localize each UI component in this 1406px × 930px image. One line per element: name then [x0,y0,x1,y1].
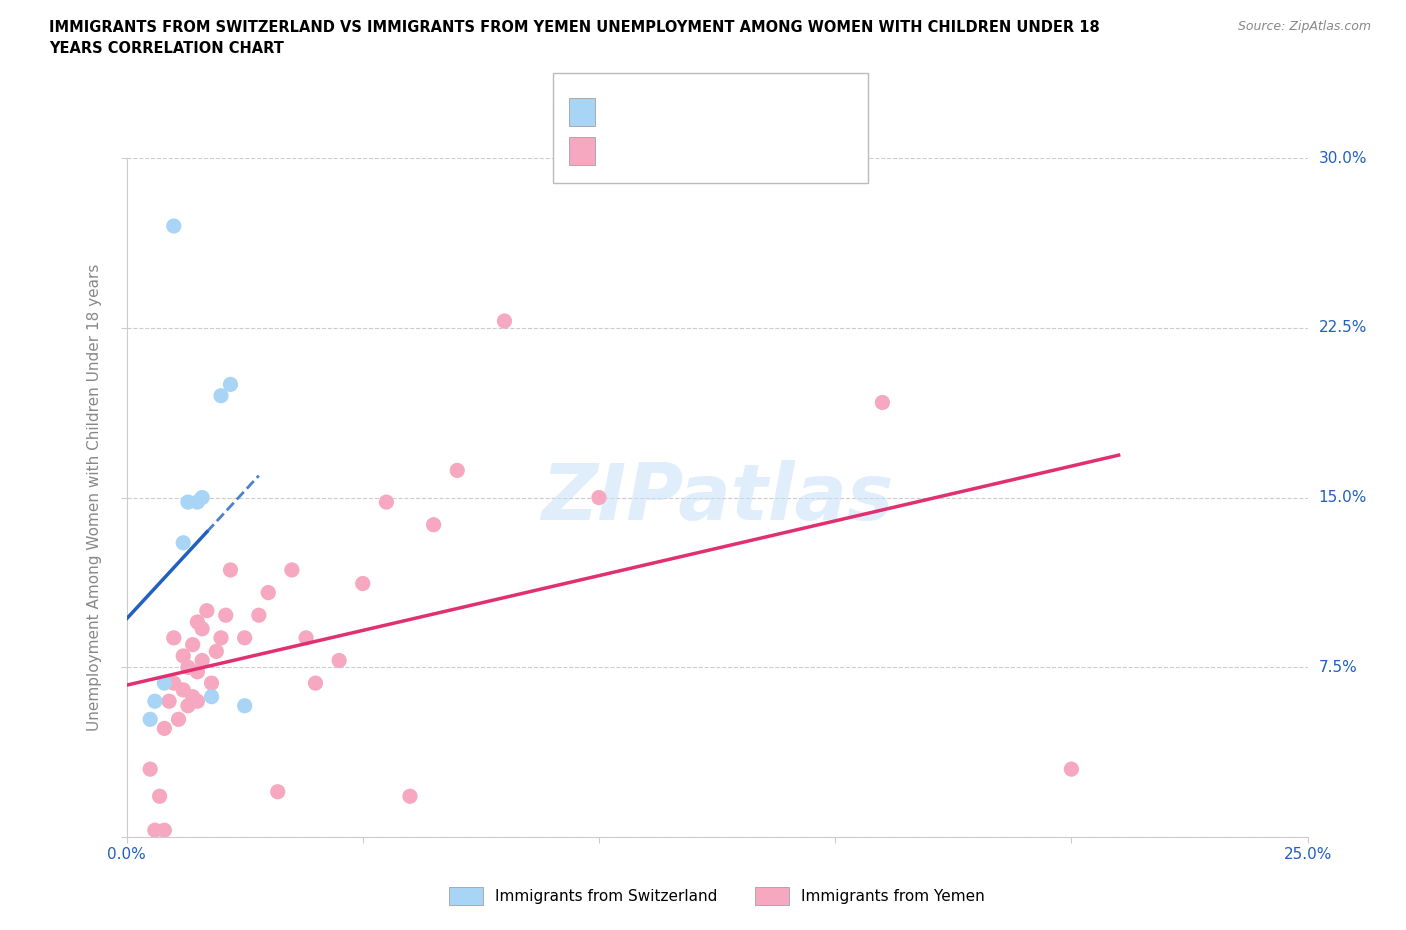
Point [153,676,176,691]
Point [157,694,180,709]
Point [172,683,194,698]
Point [375,495,398,510]
Text: YEARS CORRELATION CHART: YEARS CORRELATION CHART [49,41,284,56]
Point [281,563,304,578]
Point [139,711,162,726]
Point [304,676,326,691]
Point [247,608,270,623]
Point [219,377,242,392]
Point [163,676,186,691]
Point [181,689,204,704]
Point [153,823,176,838]
Point [446,463,468,478]
Point [143,694,166,709]
Point [172,536,194,551]
Point [139,762,162,777]
Text: 30.0%: 30.0% [1319,151,1367,166]
Text: 7.5%: 7.5% [1319,659,1357,675]
Point [209,631,232,645]
Text: ZIPatlas: ZIPatlas [541,459,893,536]
Point [163,219,186,233]
Point [177,495,200,510]
Point [200,689,222,704]
Point [422,517,444,532]
Point [186,694,208,709]
Text: R = 0.790   N = 12: R = 0.790 N = 12 [605,100,775,119]
Point [153,721,176,736]
Point [233,698,256,713]
Point [257,585,280,600]
Point [143,823,166,838]
Point [186,495,208,510]
Point [205,644,228,658]
Point [172,648,194,663]
Point [163,631,186,645]
Legend: Immigrants from Switzerland, Immigrants from Yemen: Immigrants from Switzerland, Immigrants … [443,881,991,910]
Point [209,389,232,404]
Point [186,615,208,630]
Point [494,313,516,328]
Y-axis label: Unemployment Among Women with Children Under 18 years: Unemployment Among Women with Children U… [87,264,103,731]
Point [588,490,610,505]
Point [200,676,222,691]
Point [186,664,208,679]
Point [872,395,894,410]
Point [399,789,422,804]
Text: 15.0%: 15.0% [1319,490,1367,505]
Point [177,660,200,675]
Point [219,563,242,578]
Text: IMMIGRANTS FROM SWITZERLAND VS IMMIGRANTS FROM YEMEN UNEMPLOYMENT AMONG WOMEN WI: IMMIGRANTS FROM SWITZERLAND VS IMMIGRANT… [49,20,1099,35]
Point [149,789,172,804]
Point [167,711,190,726]
Point [191,621,214,636]
Point [191,490,214,505]
Point [233,631,256,645]
Point [177,698,200,713]
Point [181,637,204,652]
Point [352,576,374,591]
Point [195,604,218,618]
Text: Source: ZipAtlas.com: Source: ZipAtlas.com [1237,20,1371,33]
Point [215,608,238,623]
Text: R = 0.268   N = 43: R = 0.268 N = 43 [605,141,775,160]
Point [267,784,290,799]
Point [295,631,318,645]
Text: 22.5%: 22.5% [1319,320,1367,336]
Point [328,653,350,668]
Point [1060,762,1083,777]
Point [191,653,214,668]
